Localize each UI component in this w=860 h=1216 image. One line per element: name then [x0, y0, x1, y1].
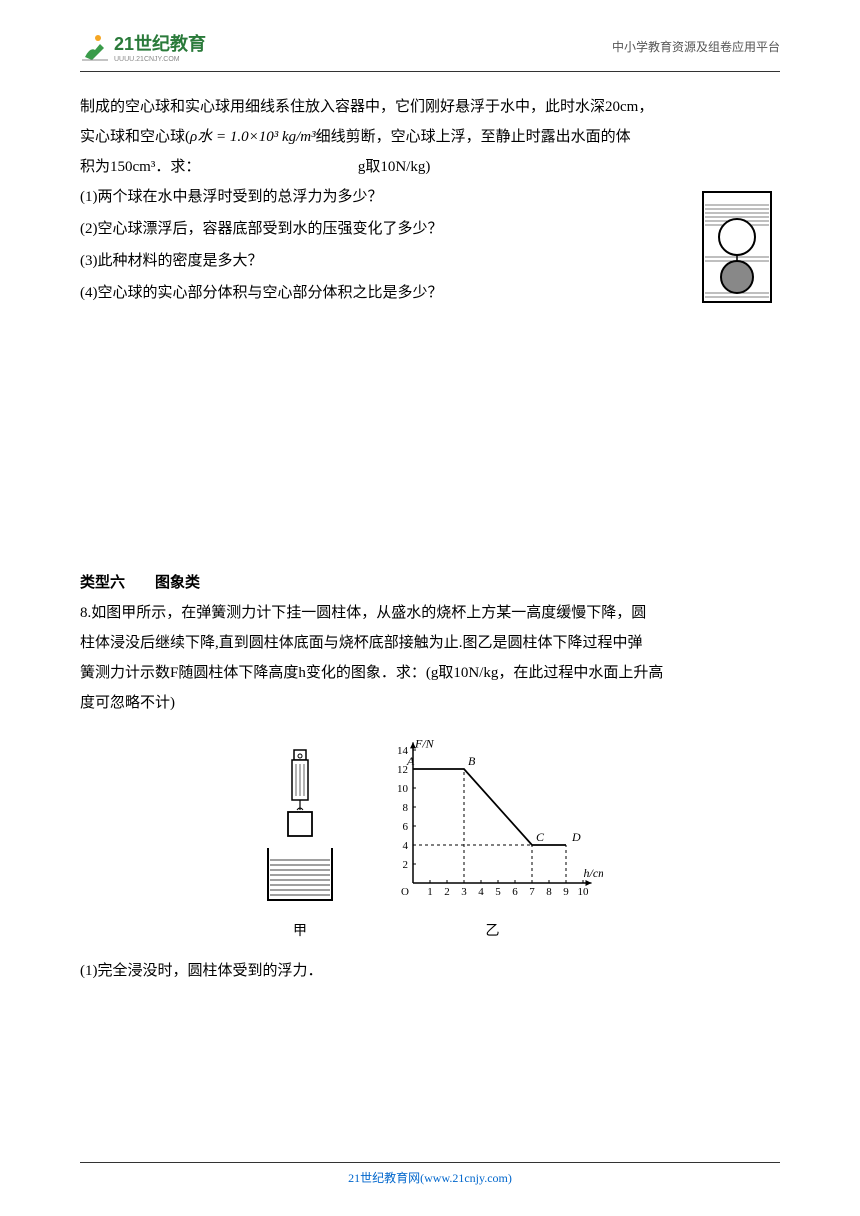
svg-text:7: 7 — [529, 886, 535, 898]
p7-q4: (4)空心球的实心部分体积与空心部分体积之比是多少？ — [80, 278, 780, 308]
svg-text:4: 4 — [478, 886, 484, 898]
svg-text:2: 2 — [444, 886, 450, 898]
figure-jia: 甲 — [258, 748, 343, 946]
svg-text:10: 10 — [577, 886, 589, 898]
svg-text:1: 1 — [427, 886, 433, 898]
p7-line3a: 积为150cm³．求： — [80, 159, 200, 175]
svg-text:C: C — [536, 830, 545, 844]
container-figure — [695, 187, 780, 318]
q8-l4: 度可忽略不计) — [80, 695, 175, 711]
svg-text:4: 4 — [402, 840, 408, 852]
svg-text:F/N: F/N — [414, 736, 435, 750]
svg-text:8: 8 — [546, 886, 552, 898]
svg-text:A: A — [406, 754, 415, 768]
yi-label: 乙 — [383, 918, 603, 946]
site-logo: 21世纪教育 UUUU.21CNJY.COM — [80, 30, 206, 63]
jia-label: 甲 — [258, 918, 343, 946]
svg-text:5: 5 — [495, 886, 501, 898]
p7-formula: ρ水 = 1.0×10³ kg/m³ — [190, 129, 316, 145]
svg-text:O: O — [401, 886, 409, 898]
svg-text:10: 10 — [397, 783, 409, 795]
svg-text:6: 6 — [402, 821, 408, 833]
svg-text:3: 3 — [461, 886, 467, 898]
header-divider — [80, 71, 780, 72]
q8-l1: 8.如图甲所示，在弹簧测力计下挂一圆柱体，从盛水的烧杯上方某一高度缓慢下降，圆 — [80, 605, 646, 621]
q8-l2: 柱体浸没后继续下降,直到圆柱体底面与烧杯底部接触为止.图乙是圆柱体下降过程中弹 — [80, 635, 643, 651]
svg-text:D: D — [571, 830, 581, 844]
p7-line1: 制成的空心球和实心球用细线系住放入容器中，它们刚好悬浮于水中，此时水深20cm， — [80, 99, 653, 115]
p7-q3: (3)此种材料的密度是多大？ — [80, 246, 780, 276]
header-platform-text: 中小学教育资源及组卷应用平台 — [612, 38, 780, 55]
p7-line2b: 细线剪断，空心球上浮，至静止时露出水面的体 — [316, 129, 631, 145]
p7-line2a: 实心球和空心球( — [80, 129, 190, 145]
logo-url: UUUU.21CNJY.COM — [114, 56, 206, 63]
logo-runner-icon — [80, 32, 110, 62]
q8-text: 8.如图甲所示，在弹簧测力计下挂一圆柱体，从盛水的烧杯上方某一高度缓慢下降，圆 … — [80, 598, 780, 718]
problem7-text: 制成的空心球和实心球用细线系住放入容器中，它们刚好悬浮于水中，此时水深20cm，… — [80, 92, 780, 182]
figure-yi-chart: 123456789102468101214OF/Nh/cmABCD 乙 — [383, 733, 603, 946]
q8-l3: 簧测力计示数F随圆柱体下降高度h变化的图象．求：(g取10N/kg，在此过程中水… — [80, 665, 663, 681]
footer-text: 21世纪教育网(www.21cnjy.com) — [80, 1169, 780, 1186]
q8-sub1: (1)完全浸没时，圆柱体受到的浮力． — [80, 956, 780, 986]
svg-text:8: 8 — [402, 802, 408, 814]
p7-line3b: g取10N/kg) — [358, 159, 431, 175]
svg-text:h/cm: h/cm — [583, 866, 603, 880]
svg-text:6: 6 — [512, 886, 518, 898]
logo-text: 21世纪教育 — [114, 30, 206, 56]
footer-divider — [80, 1162, 780, 1163]
p7-q1: (1)两个球在水中悬浮时受到的总浮力为多少？ — [80, 182, 780, 212]
svg-text:B: B — [468, 754, 476, 768]
p7-q2: (2)空心球漂浮后，容器底部受到水的压强变化了多少？ — [80, 214, 780, 244]
svg-text:2: 2 — [402, 859, 408, 871]
section6-title: 类型六 图象类 — [80, 568, 780, 598]
svg-text:9: 9 — [563, 886, 569, 898]
